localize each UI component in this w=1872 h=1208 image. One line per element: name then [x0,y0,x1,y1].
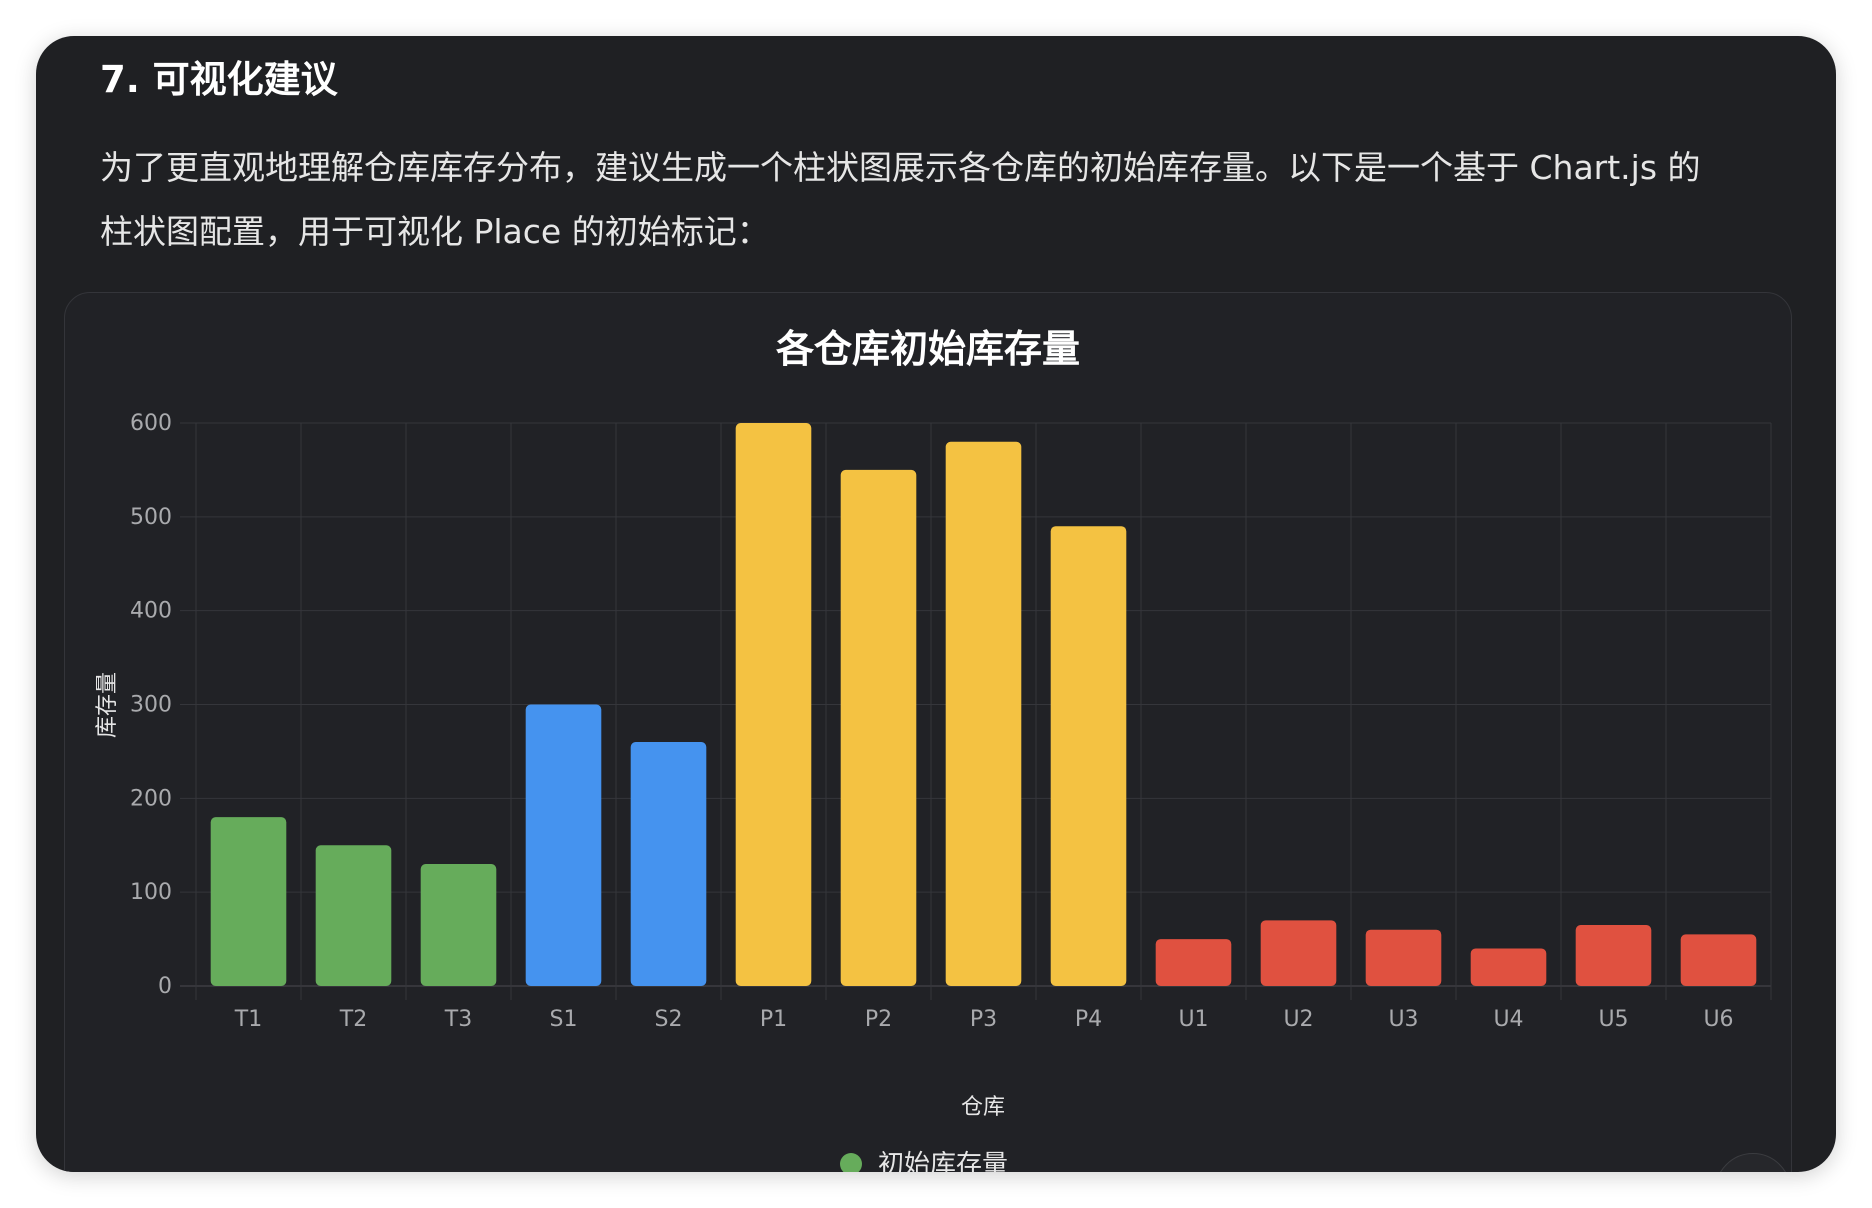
bar[interactable] [1680,934,1757,986]
x-tick-label: U3 [1388,1007,1418,1032]
x-tick-label: U2 [1283,1007,1313,1032]
x-tick-label: T1 [234,1007,262,1032]
bar[interactable] [1155,939,1232,986]
x-tick-label: T3 [444,1007,472,1032]
x-tick-label: S1 [550,1007,578,1032]
x-tick-label: P4 [1075,1007,1102,1032]
y-tick-label: 300 [130,693,172,718]
legend-marker [840,1153,862,1172]
x-tick-label: P2 [865,1007,892,1032]
chart-card: 0 100 200 300 400 500 600 T1 T2 T3 S1 S2 P1 P2 P3 P4 U1 U… [64,292,1792,1172]
bar[interactable] [420,864,497,986]
section-heading: 7. 可视化建议 [100,58,338,101]
bar[interactable] [525,704,602,987]
y-tick-label: 0 [158,974,172,999]
section-paragraph: 为了更直观地理解仓库库存分布，建议生成一个柱状图展示各仓库的初始库存量。以下是一… [100,148,1701,251]
x-tick-label: U4 [1493,1007,1523,1032]
bar[interactable] [840,469,917,986]
bar-chart: 0 100 200 300 400 500 600 T1 T2 T3 S1 S2 P1 P2 P3 P4 U1 U… [95,327,1772,1172]
legend-label: 初始库存量 [878,1150,1008,1172]
y-tick-label: 100 [130,880,172,905]
bar[interactable] [1575,925,1652,986]
x-tick-label: P3 [970,1007,997,1032]
chart-title: 各仓库初始库存量 [776,327,1080,371]
y-tick-label: 200 [130,786,172,811]
y-tick-label: 400 [130,599,172,624]
bar[interactable] [1470,948,1547,986]
x-tick-label: S2 [655,1007,683,1032]
chat-message-panel: 7. 可视化建议 为了更直观地理解仓库库存分布，建议生成一个柱状图展示各仓库的初… [36,36,1836,1172]
bar[interactable] [630,742,707,986]
x-tick-label: U6 [1703,1007,1733,1032]
x-axis-title: 仓库 [961,1095,1005,1120]
x-tick-label: U1 [1178,1007,1208,1032]
bar[interactable] [1365,929,1442,986]
y-axis-title: 库存量 [95,672,120,738]
bar[interactable] [735,423,812,986]
bar[interactable] [1260,920,1337,986]
y-tick-label: 500 [130,505,172,530]
x-tick-label: P1 [760,1007,787,1032]
bar[interactable] [1050,526,1127,986]
x-tick-label: T2 [339,1007,367,1032]
bar[interactable] [315,845,392,986]
bar[interactable] [210,817,287,986]
y-tick-label: 600 [130,411,172,436]
x-tick-label: U5 [1598,1007,1628,1032]
bar[interactable] [945,441,1022,986]
